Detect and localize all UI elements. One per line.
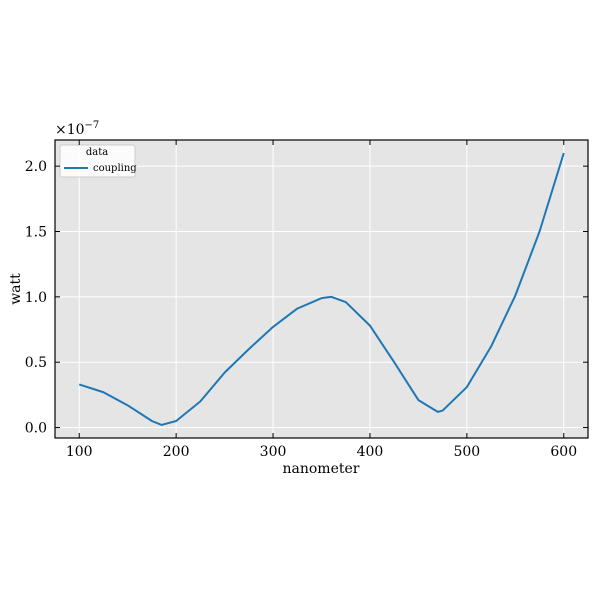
offset-exponent: −7 bbox=[85, 120, 100, 131]
x-tick-label: 300 bbox=[260, 444, 287, 460]
legend: data coupling bbox=[59, 144, 137, 178]
offset-text: ×10−7 bbox=[55, 120, 99, 138]
x-tick-label: 100 bbox=[66, 444, 93, 460]
offset-base: ×10 bbox=[55, 122, 85, 138]
data-line bbox=[78, 152, 565, 426]
x-tick-label: 400 bbox=[357, 444, 384, 460]
x-axis-label: nanometer bbox=[283, 461, 360, 477]
y-tick-label: 0.0 bbox=[25, 421, 47, 437]
x-tick-label: 500 bbox=[453, 444, 480, 460]
y-tick-label: 2.0 bbox=[25, 159, 47, 175]
plot-background bbox=[55, 140, 588, 438]
y-axis-label: watt bbox=[8, 273, 24, 305]
legend-label: coupling bbox=[93, 163, 137, 174]
legend-title: data bbox=[86, 147, 108, 158]
x-tick-label: 600 bbox=[550, 444, 577, 460]
y-tick-label: 1.5 bbox=[25, 224, 47, 240]
plot-frame bbox=[54, 139, 589, 439]
y-tick-label: 1.0 bbox=[25, 290, 47, 306]
y-tick-label: 0.5 bbox=[25, 355, 47, 371]
x-tick-label: 200 bbox=[163, 444, 190, 460]
